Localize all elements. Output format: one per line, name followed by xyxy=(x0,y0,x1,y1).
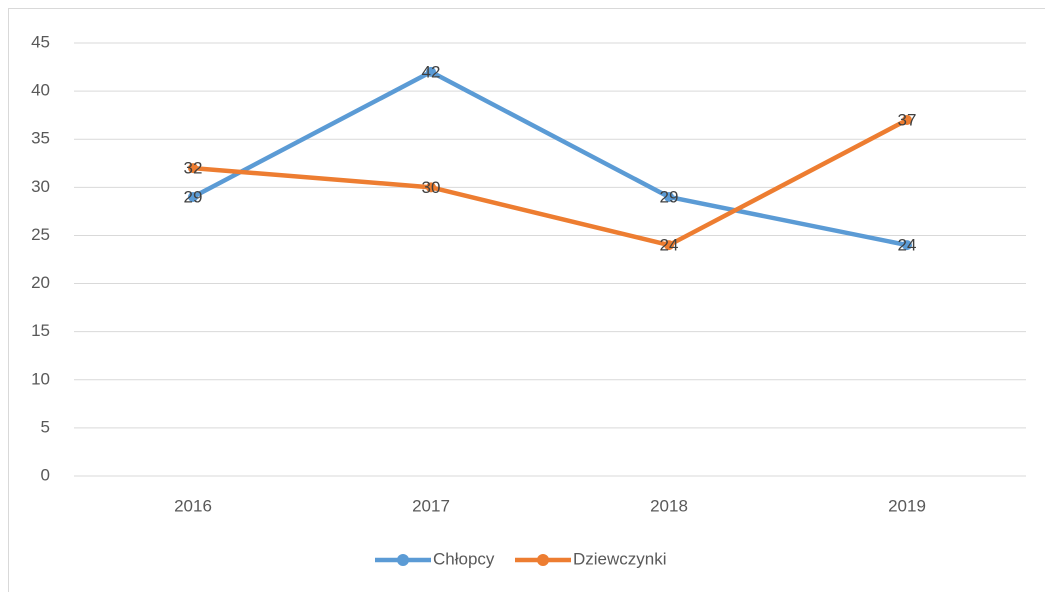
point-marker xyxy=(664,240,674,251)
data-label: 29 xyxy=(184,187,203,206)
y-tick-label: 35 xyxy=(31,129,50,148)
y-tick-label: 30 xyxy=(31,177,50,196)
data-label: 30 xyxy=(422,178,441,197)
y-tick-label: 20 xyxy=(31,273,50,292)
legend-label: Dziewczynki xyxy=(573,549,667,568)
y-tick-label: 15 xyxy=(31,321,50,340)
data-label: 42 xyxy=(422,62,441,81)
point-marker xyxy=(902,240,912,251)
data-label: 24 xyxy=(898,236,917,255)
point-marker xyxy=(188,191,198,202)
y-tick-label: 25 xyxy=(31,225,50,244)
y-tick-label: 45 xyxy=(31,32,50,51)
chart-border xyxy=(8,8,1045,592)
point-marker xyxy=(426,182,436,193)
x-tick-label: 2016 xyxy=(174,496,212,515)
x-tick-label: 2019 xyxy=(888,496,926,515)
x-tick-label: 2018 xyxy=(650,496,688,515)
series-line xyxy=(190,117,910,248)
series-line xyxy=(190,69,910,248)
y-tick-label: 10 xyxy=(31,369,50,388)
x-tick-label: 2017 xyxy=(412,496,450,515)
legend-marker xyxy=(397,554,409,566)
y-tick-label: 5 xyxy=(41,417,50,436)
data-label: 37 xyxy=(898,110,917,129)
point-marker xyxy=(902,114,912,125)
point-marker xyxy=(664,191,674,202)
data-label: 24 xyxy=(660,236,679,255)
point-marker xyxy=(426,66,436,77)
y-tick-label: 0 xyxy=(41,465,50,484)
y-tick-label: 40 xyxy=(31,81,50,100)
point-marker xyxy=(188,163,198,174)
data-label: 29 xyxy=(660,187,679,206)
data-label: 32 xyxy=(184,159,203,178)
legend-marker xyxy=(537,554,549,566)
legend-label: Chłopcy xyxy=(433,549,495,568)
